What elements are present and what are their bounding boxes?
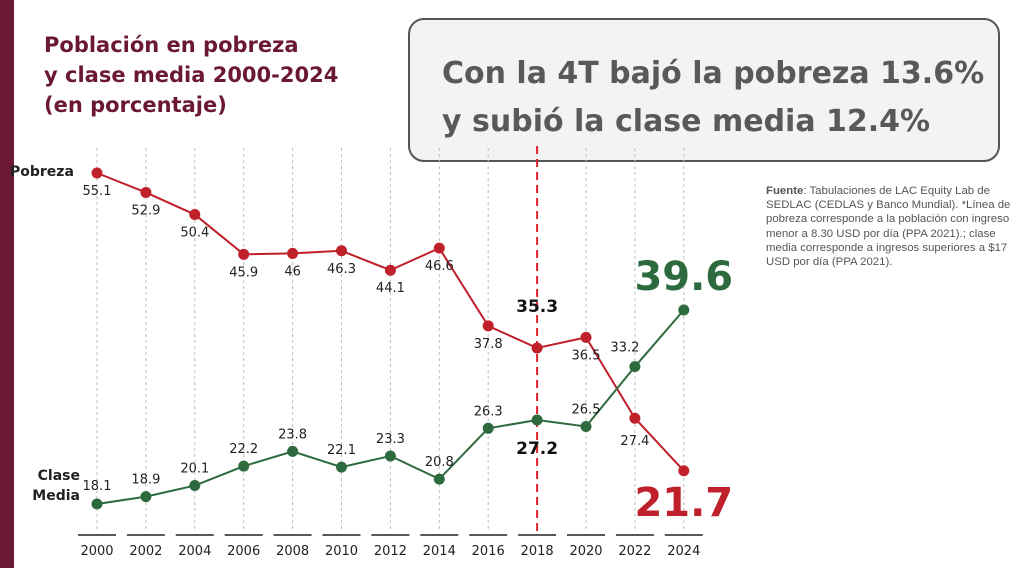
data-point-clase_media bbox=[678, 304, 690, 316]
value-label-clase-media: 20.1 bbox=[180, 462, 209, 477]
value-label-pobreza: 36.5 bbox=[572, 348, 601, 363]
data-point-pobreza bbox=[580, 331, 592, 343]
x-tick-label: 2022 bbox=[618, 544, 651, 559]
value-label-clase-media: 20.8 bbox=[425, 455, 454, 470]
chart-title: Población en pobreza y clase media 2000-… bbox=[44, 30, 384, 120]
x-tick-label: 2018 bbox=[521, 544, 554, 559]
x-tick-label: 2010 bbox=[325, 544, 358, 559]
value-label-pobreza: 37.8 bbox=[474, 337, 503, 352]
data-point-clase_media bbox=[482, 422, 494, 434]
x-tick-label: 2002 bbox=[129, 544, 162, 559]
headline-line-1: Con la 4T bajó la pobreza 13.6% bbox=[442, 56, 985, 91]
data-point-clase_media bbox=[287, 445, 299, 457]
data-point-pobreza bbox=[238, 248, 250, 260]
value-label-pobreza: 46 bbox=[284, 264, 301, 279]
data-point-clase_media bbox=[140, 491, 152, 503]
value-label-clase-media: 26.3 bbox=[474, 404, 503, 419]
data-point-clase_media bbox=[433, 473, 445, 485]
data-point-clase_media bbox=[336, 461, 347, 473]
data-point-pobreza bbox=[336, 245, 347, 257]
value-label-clase-media: 18.9 bbox=[131, 473, 160, 488]
data-point-clase_media bbox=[238, 460, 250, 472]
headline-box: Con la 4T bajó la pobreza 13.6% y subió … bbox=[408, 18, 1000, 162]
value-label-pobreza: 46.6 bbox=[425, 259, 454, 274]
data-point-clase_media bbox=[580, 420, 592, 432]
title-line-1: Población en pobreza bbox=[44, 33, 299, 57]
headline: Con la 4T bajó la pobreza 13.6% y subió … bbox=[442, 50, 984, 146]
title-line-2: y clase media 2000-2024 bbox=[44, 63, 339, 87]
data-point-pobreza bbox=[140, 186, 152, 198]
source-text: : Tabulaciones de LAC Equity Lab de SEDL… bbox=[766, 185, 1011, 269]
value-label-clase-media: 39.6 bbox=[634, 254, 733, 300]
value-label-clase-media: 33.2 bbox=[610, 341, 639, 356]
data-point-pobreza bbox=[384, 264, 396, 276]
brand-bar bbox=[0, 0, 14, 568]
legend-clase-media-line1: Clase bbox=[37, 468, 80, 484]
x-tick-label: 2006 bbox=[227, 544, 260, 559]
data-point-pobreza bbox=[531, 342, 543, 354]
data-point-pobreza bbox=[433, 242, 445, 254]
data-point-pobreza bbox=[629, 412, 641, 424]
value-label-pobreza: 27.4 bbox=[620, 434, 649, 449]
data-point-clase_media bbox=[531, 414, 543, 426]
data-point-clase_media bbox=[384, 450, 396, 462]
data-point-clase_media bbox=[189, 480, 201, 492]
legend-pobreza: Pobreza bbox=[10, 164, 74, 180]
value-label-pobreza: 35.3 bbox=[516, 297, 558, 317]
data-point-pobreza bbox=[91, 167, 103, 179]
value-label-pobreza: 21.7 bbox=[634, 480, 733, 526]
value-label-clase-media: 23.8 bbox=[278, 427, 307, 442]
x-tick-label: 2000 bbox=[80, 544, 113, 559]
data-point-pobreza bbox=[482, 320, 494, 332]
x-tick-label: 2004 bbox=[178, 544, 211, 559]
x-tick-label: 2020 bbox=[569, 544, 602, 559]
legend-clase-media-line2: Media bbox=[32, 488, 80, 504]
headline-line-2: y subió la clase media 12.4% bbox=[442, 104, 931, 139]
data-point-pobreza bbox=[189, 209, 201, 221]
legend-clase-media: Clase Media bbox=[10, 466, 80, 506]
value-label-pobreza: 52.9 bbox=[131, 203, 160, 218]
source-note: Fuente: Tabulaciones de LAC Equity Lab d… bbox=[766, 184, 1016, 269]
value-label-clase-media: 26.5 bbox=[572, 402, 601, 417]
value-label-clase-media: 23.3 bbox=[376, 432, 405, 447]
value-label-clase-media: 27.2 bbox=[516, 439, 558, 459]
value-label-clase-media: 22.2 bbox=[229, 442, 258, 457]
value-label-pobreza: 50.4 bbox=[180, 226, 209, 241]
data-point-pobreza bbox=[287, 247, 299, 259]
data-point-clase_media bbox=[629, 361, 641, 373]
value-label-pobreza: 44.1 bbox=[376, 281, 405, 296]
data-point-clase_media bbox=[91, 498, 103, 510]
x-tick-label: 2008 bbox=[276, 544, 309, 559]
x-tick-label: 2012 bbox=[374, 544, 407, 559]
value-label-pobreza: 45.9 bbox=[229, 265, 258, 280]
x-tick-label: 2014 bbox=[423, 544, 456, 559]
value-label-pobreza: 46.3 bbox=[327, 262, 356, 277]
x-tick-label: 2024 bbox=[667, 544, 700, 559]
value-label-clase-media: 18.1 bbox=[83, 479, 112, 494]
value-label-clase-media: 22.1 bbox=[327, 443, 356, 458]
data-point-pobreza bbox=[678, 465, 690, 477]
title-line-3: (en porcentaje) bbox=[44, 93, 227, 117]
x-tick-label: 2016 bbox=[472, 544, 505, 559]
source-label: Fuente bbox=[766, 185, 804, 197]
value-label-pobreza: 55.1 bbox=[83, 184, 112, 199]
